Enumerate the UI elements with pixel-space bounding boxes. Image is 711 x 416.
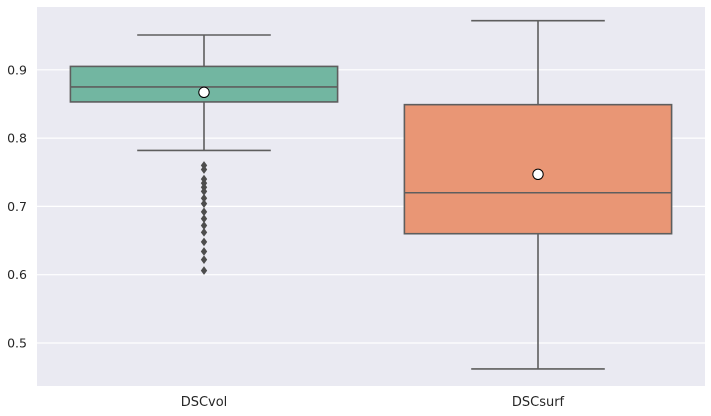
outlier-point bbox=[200, 214, 208, 224]
y-axis-ticks: 0.5 0.6 0.7 0.8 0.9 bbox=[7, 62, 27, 350]
boxes bbox=[69, 19, 673, 370]
y-tick-label: 0.5 bbox=[7, 335, 27, 350]
mean-marker bbox=[532, 168, 544, 181]
outlier-point bbox=[200, 207, 208, 217]
box-DSCvol bbox=[69, 34, 339, 275]
x-tick-label: DSCsurf bbox=[512, 395, 565, 410]
outlier-point bbox=[200, 228, 208, 237]
mean-marker bbox=[198, 86, 210, 99]
box-DSCsurf bbox=[403, 19, 673, 370]
outlier-point bbox=[200, 199, 208, 208]
outlier-point bbox=[200, 165, 208, 174]
x-axis-ticks: DSCvol DSCsurf bbox=[181, 395, 565, 410]
outlier-point bbox=[200, 237, 208, 247]
x-tick-label: DSCvol bbox=[181, 395, 228, 410]
outlier-point bbox=[200, 193, 208, 203]
y-tick-label: 0.9 bbox=[7, 62, 27, 77]
y-tick-label: 0.6 bbox=[7, 267, 27, 282]
outlier-point bbox=[200, 221, 208, 230]
outlier-point bbox=[200, 266, 208, 275]
y-tick-label: 0.7 bbox=[7, 199, 27, 214]
y-tick-label: 0.8 bbox=[7, 131, 27, 146]
outlier-point bbox=[200, 247, 208, 256]
outlier-point bbox=[200, 255, 208, 264]
outlier-point bbox=[200, 187, 208, 196]
